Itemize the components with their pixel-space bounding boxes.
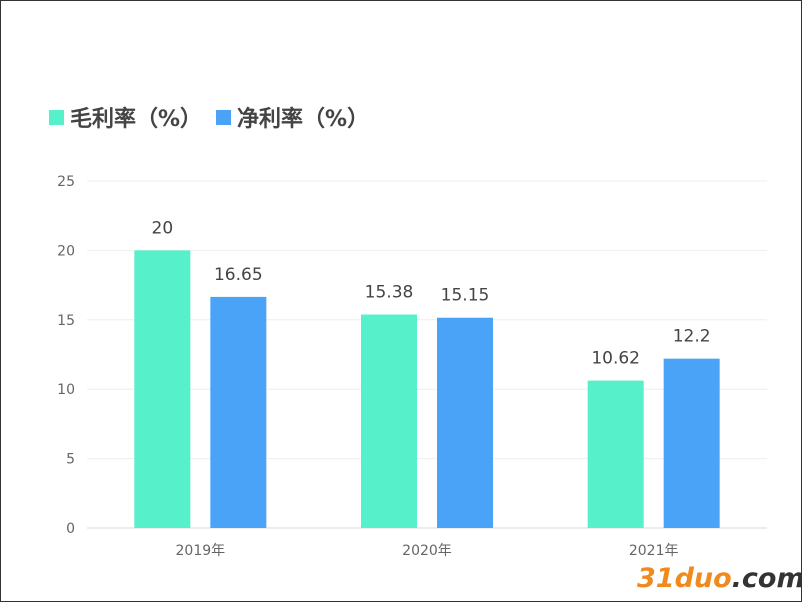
y-tick-label-10: 10	[57, 382, 75, 398]
y-tick-label-15: 15	[57, 313, 75, 329]
watermark: 31duo.com	[637, 563, 802, 594]
x-tick-label-0: 2019年	[176, 543, 226, 559]
legend-swatch-gross-margin	[49, 109, 64, 125]
data-label-s0-c2: 10.62	[591, 349, 640, 369]
legend-item-gross-margin: 毛利率（%）	[49, 101, 202, 133]
bar-s1-c2	[663, 358, 720, 528]
bar-s0-c0	[134, 250, 191, 528]
legend-label-net-margin: 净利率（%）	[237, 107, 370, 132]
y-tick-label-20: 20	[57, 243, 75, 259]
y-tick-label-0: 0	[66, 521, 75, 537]
legend-label-gross-margin: 毛利率（%）	[70, 107, 203, 132]
data-label-s1-c2: 12.2	[673, 327, 711, 347]
x-tick-label-1: 2020年	[402, 543, 452, 559]
bar-s1-c1	[437, 317, 493, 528]
watermark-part2: .com	[731, 563, 802, 594]
bar-s0-c2	[587, 380, 644, 528]
x-tick-label-2: 2021年	[629, 543, 679, 559]
bar-s0-c1	[361, 314, 417, 528]
bar-s1-c0	[210, 296, 267, 528]
data-label-s1-c1: 15.15	[441, 286, 490, 306]
legend-item-net-margin: 净利率（%）	[216, 101, 369, 133]
data-label-s0-c0: 20	[152, 218, 174, 238]
data-label-s1-c0: 16.65	[214, 265, 263, 285]
data-label-s0-c1: 15.38	[365, 283, 414, 303]
legend: 毛利率（%） 净利率（%）	[49, 101, 383, 133]
y-tick-label-25: 25	[57, 174, 75, 190]
y-tick-label-5: 5	[66, 452, 75, 468]
legend-swatch-net-margin	[216, 109, 232, 125]
watermark-part1: 31duo	[637, 563, 732, 594]
